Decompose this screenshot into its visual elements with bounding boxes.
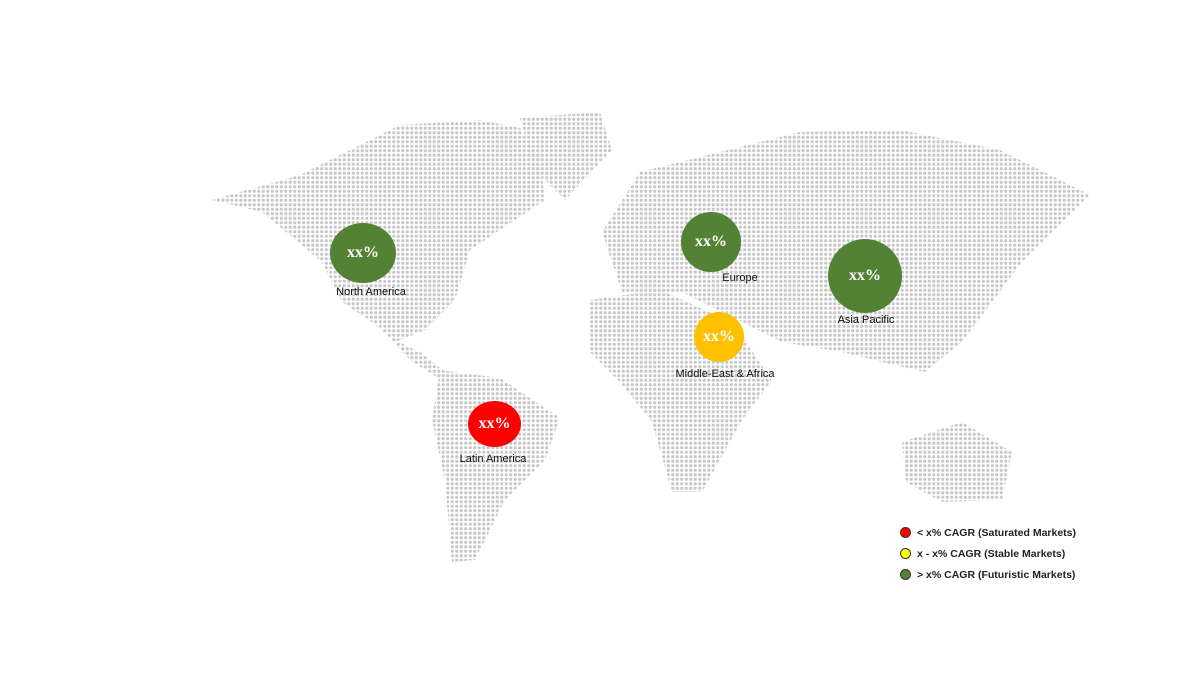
continent-australia	[902, 422, 1012, 502]
continent-south-america	[432, 370, 560, 562]
green-dot-icon	[900, 569, 911, 580]
yellow-dot-icon	[900, 548, 911, 559]
region-bubble-latin-america: xx%	[468, 401, 521, 447]
legend-label: > x% CAGR (Futuristic Markets)	[917, 568, 1076, 581]
legend-item-futuristic: > x% CAGR (Futuristic Markets)	[900, 564, 1076, 585]
red-dot-icon	[900, 527, 911, 538]
legend-item-saturated: < x% CAGR (Saturated Markets)	[900, 522, 1076, 543]
region-bubble-asia-pacific: xx%	[828, 239, 902, 313]
legend-label: x - x% CAGR (Stable Markets)	[917, 547, 1066, 560]
continent-greenland	[520, 112, 612, 200]
region-bubble-middle-east-africa: xx%	[694, 312, 744, 362]
region-value: xx%	[849, 267, 881, 284]
legend: < x% CAGR (Saturated Markets) x - x% CAG…	[900, 522, 1076, 585]
region-value: xx%	[703, 328, 735, 345]
region-bubble-north-america: xx%	[330, 223, 396, 283]
region-label-north-america: North America	[336, 286, 406, 298]
region-label-europe: Europe	[722, 272, 758, 284]
region-bubble-europe: xx%	[681, 212, 741, 272]
legend-item-stable: x - x% CAGR (Stable Markets)	[900, 543, 1076, 564]
region-value: xx%	[347, 244, 379, 261]
region-value: xx%	[478, 415, 511, 432]
region-label-asia-pacific: Asia Pacific	[837, 314, 895, 326]
region-label-middle-east-africa: Middle-East & Africa	[675, 368, 775, 380]
region-value: xx%	[695, 233, 727, 250]
region-label-latin-america: Latin America	[459, 453, 527, 465]
legend-label: < x% CAGR (Saturated Markets)	[917, 526, 1077, 539]
